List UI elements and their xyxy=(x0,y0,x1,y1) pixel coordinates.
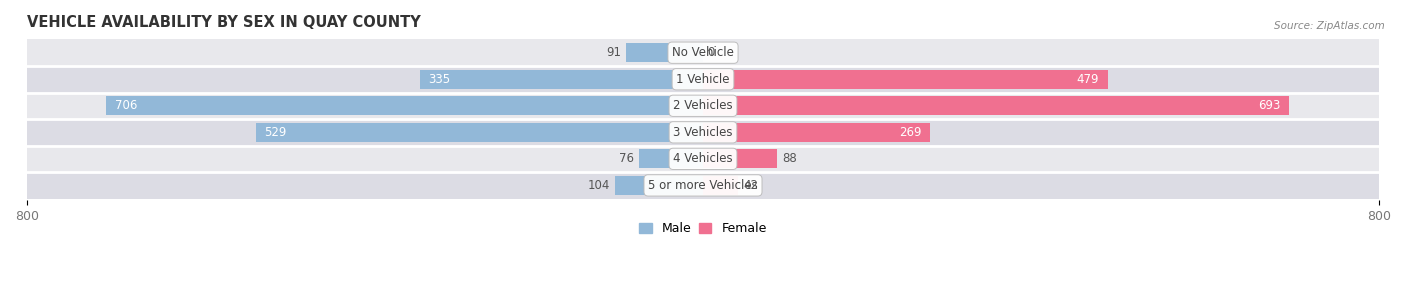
Bar xyxy=(27,172,1379,199)
Text: 479: 479 xyxy=(1077,73,1099,86)
Text: 76: 76 xyxy=(619,152,634,165)
Text: 91: 91 xyxy=(606,46,621,59)
Text: Source: ZipAtlas.com: Source: ZipAtlas.com xyxy=(1274,21,1385,31)
Text: 88: 88 xyxy=(782,152,797,165)
Text: 335: 335 xyxy=(429,73,450,86)
Bar xyxy=(703,149,778,168)
Bar xyxy=(27,39,1379,66)
Text: 1 Vehicle: 1 Vehicle xyxy=(676,73,730,86)
Bar xyxy=(703,96,1288,115)
Text: 529: 529 xyxy=(264,126,287,139)
Bar xyxy=(626,43,703,62)
Bar xyxy=(703,123,931,142)
Text: 4 Vehicles: 4 Vehicles xyxy=(673,152,733,165)
Bar xyxy=(27,119,1379,145)
Text: No Vehicle: No Vehicle xyxy=(672,46,734,59)
Text: 104: 104 xyxy=(588,179,610,192)
Text: 693: 693 xyxy=(1258,99,1279,112)
Bar xyxy=(27,92,1379,119)
Bar xyxy=(703,70,1108,89)
Text: 706: 706 xyxy=(115,99,138,112)
Bar xyxy=(614,176,703,195)
Bar xyxy=(256,123,703,142)
Bar xyxy=(703,176,738,195)
Text: 3 Vehicles: 3 Vehicles xyxy=(673,126,733,139)
Text: 5 or more Vehicles: 5 or more Vehicles xyxy=(648,179,758,192)
Bar xyxy=(420,70,703,89)
Bar xyxy=(27,145,1379,172)
Bar xyxy=(638,149,703,168)
Legend: Male, Female: Male, Female xyxy=(636,219,770,239)
Text: 269: 269 xyxy=(900,126,922,139)
Bar xyxy=(27,66,1379,92)
Text: VEHICLE AVAILABILITY BY SEX IN QUAY COUNTY: VEHICLE AVAILABILITY BY SEX IN QUAY COUN… xyxy=(27,15,420,30)
Bar xyxy=(107,96,703,115)
Text: 2 Vehicles: 2 Vehicles xyxy=(673,99,733,112)
Text: 42: 42 xyxy=(744,179,759,192)
Text: 0: 0 xyxy=(707,46,714,59)
